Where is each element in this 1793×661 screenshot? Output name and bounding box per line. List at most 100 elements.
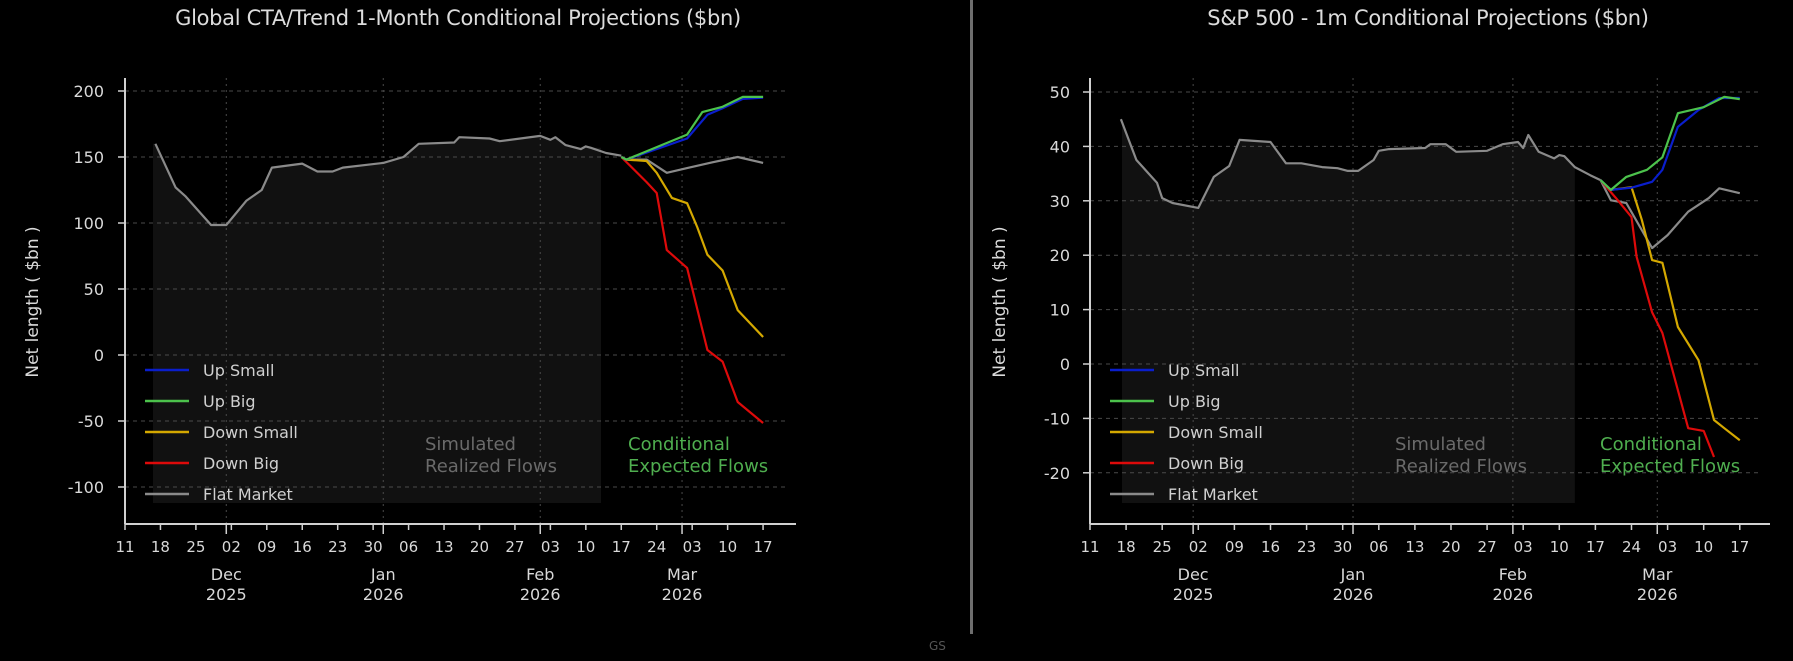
x-year-label: 2026 xyxy=(520,585,561,604)
x-year-label: 2026 xyxy=(662,585,703,604)
series-line-down-small xyxy=(620,156,764,338)
x-tick-label: 16 xyxy=(293,538,312,556)
legend-label: Down Big xyxy=(203,454,279,473)
x-tick-label: 17 xyxy=(1730,538,1749,556)
x-tick-label: 06 xyxy=(399,538,418,556)
series-line-up-big xyxy=(1599,95,1740,191)
x-tick-label: 10 xyxy=(1550,538,1569,556)
y-tick-label: 40 xyxy=(1050,137,1070,156)
x-tick-label: 17 xyxy=(612,538,631,556)
y-tick-label: -20 xyxy=(1044,464,1070,483)
y-tick-label: 30 xyxy=(1050,192,1070,211)
realized-flows-shaded-area xyxy=(1120,119,1575,503)
legend-label: Down Big xyxy=(1168,454,1244,473)
legend-label: Up Small xyxy=(203,361,274,380)
x-tick-label: 24 xyxy=(647,538,666,556)
x-tick-label: 03 xyxy=(1658,538,1677,556)
x-tick-label: 11 xyxy=(115,538,134,556)
y-tick-label: 150 xyxy=(73,148,104,167)
chart-title-sp500: S&P 500 - 1m Conditional Projections ($b… xyxy=(1207,6,1649,30)
x-month-label: Mar xyxy=(1642,565,1673,584)
y-tick-label: 50 xyxy=(84,280,104,299)
legend-label: Up Big xyxy=(1168,392,1221,411)
x-tick-label: 06 xyxy=(1369,538,1388,556)
x-tick-label: 13 xyxy=(434,538,453,556)
annotation-conditional-expected: Expected Flows xyxy=(628,456,768,477)
y-tick-label: 0 xyxy=(94,346,104,365)
legend-label: Up Small xyxy=(1168,361,1239,380)
annotation-conditional-expected: Conditional xyxy=(1600,434,1702,455)
x-month-label: Mar xyxy=(667,565,698,584)
series-line-flat-market xyxy=(1599,179,1741,250)
annotation-simulated-realized: Realized Flows xyxy=(1395,456,1527,477)
legend-label: Flat Market xyxy=(203,485,293,504)
x-year-label: 2025 xyxy=(1173,585,1214,604)
x-tick-label: 18 xyxy=(1117,538,1136,556)
y-tick-label: 200 xyxy=(73,82,104,101)
chart-global-cta: 200150100500-50-100Dec2025Jan2026Feb2026… xyxy=(23,78,796,604)
y-axis-label: Net length ( $bn ) xyxy=(23,226,43,377)
x-tick-label: 25 xyxy=(186,538,205,556)
legend-label: Up Big xyxy=(203,392,256,411)
y-axis-label: Net length ( $bn ) xyxy=(990,226,1010,377)
x-year-label: 2026 xyxy=(1493,585,1534,604)
x-tick-label: 27 xyxy=(505,538,524,556)
x-tick-label: 10 xyxy=(576,538,595,556)
x-tick-label: 20 xyxy=(470,538,489,556)
x-tick-label: 17 xyxy=(754,538,773,556)
y-tick-label: 50 xyxy=(1050,83,1070,102)
x-tick-label: 23 xyxy=(1297,538,1316,556)
x-tick-label: 20 xyxy=(1441,538,1460,556)
x-tick-label: 09 xyxy=(1225,538,1244,556)
series-line-down-big xyxy=(620,156,764,424)
x-tick-label: 25 xyxy=(1153,538,1172,556)
x-tick-label: 11 xyxy=(1080,538,1099,556)
x-tick-label: 30 xyxy=(1333,538,1352,556)
annotation-conditional-expected: Expected Flows xyxy=(1600,456,1740,477)
x-year-label: 2026 xyxy=(1333,585,1374,604)
y-tick-label: -100 xyxy=(68,478,104,497)
x-tick-label: 17 xyxy=(1586,538,1605,556)
x-month-label: Dec xyxy=(211,565,242,584)
legend-label: Flat Market xyxy=(1168,485,1258,504)
x-year-label: 2026 xyxy=(363,585,404,604)
legend-label: Down Small xyxy=(1168,423,1263,442)
x-month-label: Jan xyxy=(1340,565,1366,584)
series-line-down-small xyxy=(1599,179,1741,442)
x-month-label: Feb xyxy=(1499,565,1527,584)
x-tick-label: 03 xyxy=(1514,538,1533,556)
x-tick-label: 27 xyxy=(1478,538,1497,556)
y-tick-label: 100 xyxy=(73,214,104,233)
x-tick-label: 23 xyxy=(328,538,347,556)
realized-flows-line xyxy=(1119,118,1601,209)
x-month-label: Feb xyxy=(526,565,554,584)
x-tick-label: 03 xyxy=(541,538,560,556)
annotation-simulated-realized: Simulated xyxy=(425,434,516,455)
x-year-label: 2025 xyxy=(206,585,247,604)
series-line-down-big xyxy=(1599,179,1716,458)
x-tick-label: 24 xyxy=(1622,538,1641,556)
legend-label: Down Small xyxy=(203,423,298,442)
y-tick-label: -50 xyxy=(78,412,104,431)
x-tick-label: 03 xyxy=(683,538,702,556)
series-line-up-big xyxy=(620,95,764,161)
x-tick-label: 16 xyxy=(1261,538,1280,556)
x-tick-label: 09 xyxy=(257,538,276,556)
annotation-simulated-realized: Realized Flows xyxy=(425,456,557,477)
x-year-label: 2026 xyxy=(1637,585,1678,604)
realized-flows-line xyxy=(154,134,622,227)
x-tick-label: 18 xyxy=(151,538,170,556)
x-tick-label: 13 xyxy=(1405,538,1424,556)
x-month-label: Jan xyxy=(370,565,396,584)
x-tick-label: 10 xyxy=(718,538,737,556)
y-tick-label: 10 xyxy=(1050,301,1070,320)
y-tick-label: -10 xyxy=(1044,409,1070,428)
x-tick-label: 02 xyxy=(1189,538,1208,556)
x-month-label: Dec xyxy=(1178,565,1209,584)
y-tick-label: 0 xyxy=(1060,355,1070,374)
panel-divider xyxy=(970,0,973,634)
annotation-simulated-realized: Simulated xyxy=(1395,434,1486,455)
realized-flows-shaded-area xyxy=(153,135,601,503)
series-line-up-small xyxy=(1599,96,1740,191)
